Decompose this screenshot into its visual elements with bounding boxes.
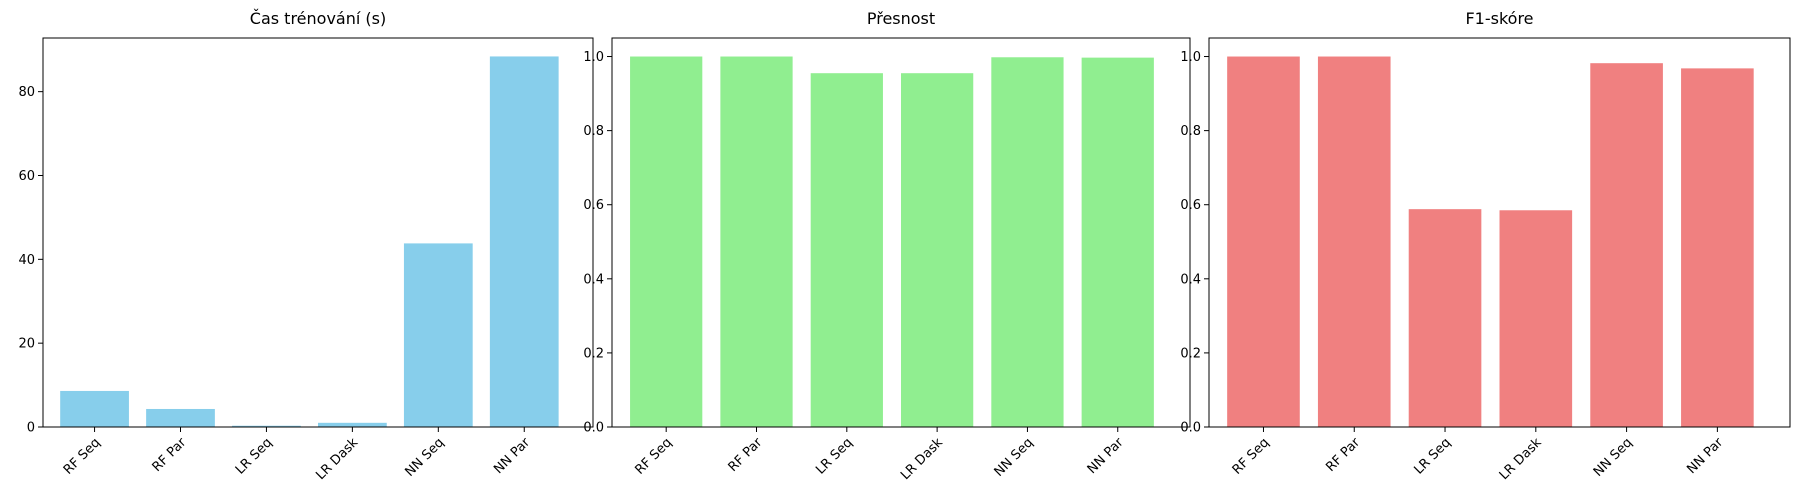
x-tick-label: NN Par bbox=[1085, 435, 1127, 477]
x-tick-label: RF Seq bbox=[61, 435, 104, 478]
y-tick-label: 80 bbox=[18, 85, 35, 100]
axes-frame bbox=[611, 37, 1191, 428]
y-tick-label: 1.0 bbox=[583, 50, 604, 65]
x-tick-label: RF Par bbox=[726, 435, 766, 475]
x-tick-label: RF Seq bbox=[1230, 435, 1273, 478]
x-tick-label: LR Dask bbox=[1497, 435, 1545, 483]
y-tick-label: 0.6 bbox=[583, 198, 604, 213]
x-tick-label: NN Seq bbox=[992, 435, 1037, 480]
y-tick-label: 0.4 bbox=[1180, 272, 1201, 287]
x-tick-label: NN Par bbox=[1684, 435, 1726, 477]
x-tick-label: RF Seq bbox=[632, 435, 675, 478]
x-tick-label: LR Seq bbox=[233, 435, 275, 477]
bar bbox=[991, 57, 1064, 427]
y-tick-label: 0.0 bbox=[583, 421, 604, 436]
bar bbox=[1227, 56, 1300, 428]
axes-frame bbox=[1208, 37, 1791, 428]
bar bbox=[1681, 68, 1754, 427]
bar bbox=[403, 243, 473, 427]
axes-frame bbox=[42, 37, 594, 428]
y-tick-label: 0 bbox=[27, 421, 35, 436]
y-tick-label: 0.8 bbox=[583, 124, 604, 139]
bar bbox=[1499, 210, 1573, 427]
x-tick-label: LR Dask bbox=[313, 435, 361, 483]
bar bbox=[810, 73, 883, 427]
y-tick-label: 0.2 bbox=[583, 346, 604, 361]
bar bbox=[1081, 57, 1154, 427]
x-tick-label: NN Seq bbox=[403, 435, 448, 480]
x-tick-label: RF Par bbox=[150, 435, 190, 475]
bar bbox=[60, 390, 129, 427]
bar bbox=[318, 422, 387, 427]
bar bbox=[1317, 56, 1391, 428]
y-tick-label: 60 bbox=[18, 169, 35, 184]
x-tick-label: LR Seq bbox=[813, 435, 855, 477]
y-tick-label: 0.6 bbox=[1180, 198, 1201, 213]
bar bbox=[1408, 209, 1482, 427]
chart-title: Čas trénování (s) bbox=[250, 9, 386, 28]
x-tick-label: LR Seq bbox=[1411, 435, 1453, 477]
y-tick-label: 0.4 bbox=[583, 272, 604, 287]
y-tick-label: 0.0 bbox=[1180, 421, 1201, 436]
x-tick-label: RF Par bbox=[1323, 435, 1363, 475]
y-tick-label: 0.2 bbox=[1180, 346, 1201, 361]
bar bbox=[489, 56, 559, 427]
bar bbox=[630, 56, 703, 428]
x-tick-label: LR Dask bbox=[898, 435, 946, 483]
chart-title: Přesnost bbox=[867, 9, 935, 28]
x-tick-label: NN Seq bbox=[1591, 435, 1636, 480]
bar bbox=[146, 408, 215, 427]
chart-title: F1-skóre bbox=[1465, 9, 1533, 28]
bar bbox=[901, 73, 974, 427]
y-tick-label: 40 bbox=[18, 253, 35, 268]
y-tick-label: 1.0 bbox=[1180, 50, 1201, 65]
chart-panel-f1-score: F1-skóre RF Seq RF Par LR Seq LR Dask NN Seq… bbox=[1180, 9, 1791, 483]
bar bbox=[1590, 63, 1663, 427]
y-tick-label: 0.8 bbox=[1180, 124, 1201, 139]
chart-panel-accuracy: Přesnost RF Seq RF Par LR Seq LR Dask NN Seq… bbox=[583, 9, 1191, 483]
bar bbox=[232, 425, 301, 427]
x-tick-label: NN Par bbox=[491, 435, 533, 477]
chart-panel-training-time: Čas trénování (s) RF Seq RF Par LR Seq LR D… bbox=[18, 9, 594, 483]
y-tick-label: 20 bbox=[18, 337, 35, 352]
bar bbox=[720, 56, 793, 428]
